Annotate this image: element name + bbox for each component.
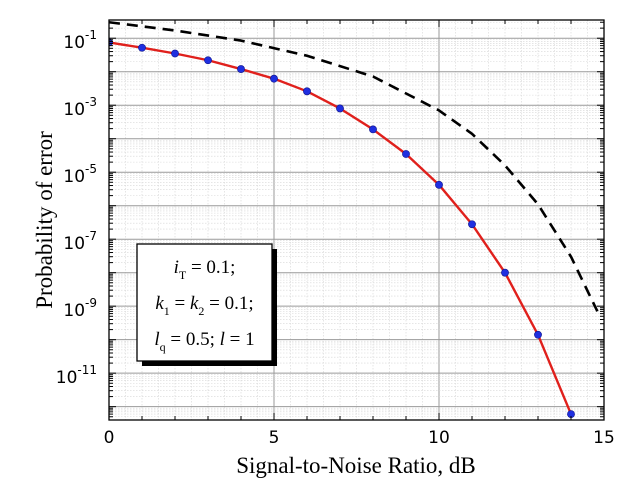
series-line-dashed [109, 20, 599, 312]
data-point [435, 180, 443, 189]
data-point [468, 220, 476, 229]
data-point [171, 49, 179, 58]
data-point [369, 125, 377, 134]
legend-background [136, 243, 273, 362]
x-tick-labels: 0 5 10 15 [104, 428, 615, 448]
data-point [303, 87, 311, 96]
data-point [270, 74, 278, 83]
x-tick-label: 15 [593, 428, 615, 448]
data-point [534, 330, 542, 339]
y-tick-label: 10-3 [63, 95, 97, 120]
data-point [237, 65, 245, 73]
data-point [204, 56, 212, 65]
legend-box: iT = 0.1; k1 = k2 = 0.1; lq = 0.5; l = 1 [136, 243, 277, 366]
y-tick-labels: 10-1 10-3 10-5 10-7 10-9 10-11 [56, 28, 97, 388]
y-tick-label: 10-5 [63, 162, 97, 187]
data-point [501, 268, 509, 277]
x-tick-label: 0 [104, 428, 115, 448]
x-axis-title: Signal-to-Noise Ratio, dB [236, 453, 476, 478]
legend-line: k1 = k2 = 0.1; [155, 293, 253, 318]
series-group [109, 20, 599, 419]
legend-line: iT = 0.1; [174, 257, 236, 282]
data-point [138, 43, 146, 52]
legend-line: lq = 0.5; l = 1 [154, 329, 254, 354]
y-axis-title: Probability of error [32, 131, 57, 309]
y-tick-label: 10-7 [63, 229, 97, 254]
data-point [402, 150, 410, 158]
tick-marks [108, 20, 605, 421]
x-tick-label: 10 [428, 428, 450, 448]
y-tick-label: 10-11 [56, 363, 97, 388]
x-tick-label: 5 [269, 428, 280, 448]
y-tick-label: 10-1 [63, 28, 97, 53]
y-tick-label: 10-9 [63, 296, 97, 321]
plot-frame [108, 19, 605, 421]
data-point [336, 104, 344, 113]
